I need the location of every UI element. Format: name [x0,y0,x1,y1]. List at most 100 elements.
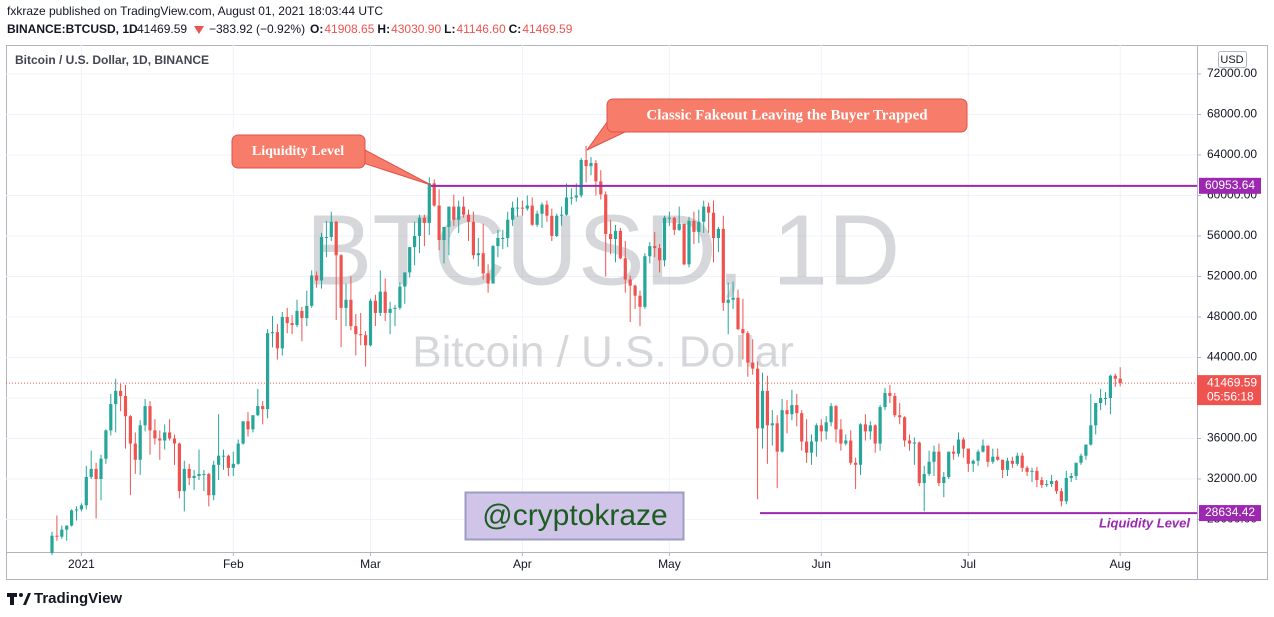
candle-body [89,468,93,477]
candle-body [986,445,990,462]
x-tick-label: May [658,557,681,571]
ohlc-value: 43030.90 [391,22,441,36]
candle-body [540,204,544,214]
footer-brand: TradingView [34,590,122,607]
candle-body [1020,455,1024,468]
candle-body [192,475,196,478]
candle-body [839,429,843,444]
callout-box [606,98,968,133]
candle-body [927,461,931,474]
last-value: 41469.59 [137,22,187,36]
candle-body [599,181,603,195]
candle-body [329,221,333,237]
candle-body [1045,484,1049,486]
candle-body [667,217,671,219]
candle-body [1074,462,1078,476]
candle-body [212,464,216,496]
candle-body [814,425,818,442]
currency: USD [1220,54,1243,66]
candle-body [878,407,882,444]
annotation: Liquidity Level [252,144,344,159]
candle-body [971,460,975,464]
candle-body [172,438,177,444]
candle-body [109,404,113,431]
y-tick-label: 36000.00 [1207,431,1257,445]
candle-body [442,226,446,241]
candle-body [60,529,64,537]
y-tick-label: 56000.00 [1207,228,1257,242]
candle-body [849,440,853,463]
candle-body [888,392,892,396]
candle-body [775,423,779,452]
candle-body [1094,403,1098,426]
y-tick-label: 68000.00 [1207,107,1257,121]
candle-body [462,206,466,215]
candle-body [863,424,867,432]
candle-body [148,406,152,431]
candle-body [403,272,407,287]
candle-body [613,230,618,240]
logo [7,593,31,605]
candle-body [393,307,397,309]
candle-body [834,406,838,430]
candle-body [202,473,206,475]
candle-body [1030,470,1034,472]
candle-body [1089,425,1093,445]
y-tick-label: 32000.00 [1207,471,1257,485]
candle-body [344,299,348,308]
level-label: 28634.42 [1205,505,1255,519]
ohlc-value: 41908.65 [324,22,374,36]
candle-body [378,291,382,313]
x-tick-label: Mar [360,557,381,571]
candle-body [579,160,583,196]
candle-body [1069,475,1073,478]
candle-body [251,415,255,430]
candle-body [765,390,769,426]
candle-body [638,295,642,307]
y-tick-label: 64000.00 [1207,147,1257,161]
candle-body [560,214,564,216]
candle-body [207,473,211,496]
candle-body [158,438,162,441]
chart-title: Bitcoin / U.S. Dollar, 1D, BINANCE [15,53,209,67]
y-tick-label: 52000.00 [1207,269,1257,283]
candle-body [731,297,735,300]
candle-body [114,390,118,405]
candle-body [168,432,172,439]
candle-body [956,439,961,454]
candle-body [907,440,912,444]
watermark-symbol: BTCUSD, 1D [306,194,901,306]
candle-body [452,206,456,220]
candle-body [187,468,191,478]
candle-body [217,455,221,465]
candle-body [457,206,461,220]
candle-body [844,440,848,444]
candle-body [383,291,387,313]
ohlc-key: L: [444,22,455,36]
candle-body [780,410,784,452]
candle-body [653,246,657,249]
candle-body [682,223,686,265]
candle-body [721,228,725,303]
candle-body [707,206,711,213]
candle-body [506,219,510,238]
candle-body [236,443,240,464]
candle-body [496,237,500,247]
candle-body [319,236,324,281]
candle-body [760,390,765,429]
candle-body [74,509,79,511]
level-label: 60953.64 [1205,178,1255,192]
candle-body [339,255,343,308]
candle-body [290,323,294,326]
ohlc-value: 41146.60 [456,22,505,36]
y-tick-label: 72000.00 [1207,66,1257,80]
candle-body [501,237,505,239]
candle-body [310,275,314,306]
candle-body [981,445,985,452]
candle-body [295,310,299,326]
x-tick-label: Jun [812,557,831,571]
candle-body [961,439,965,449]
candle-body [746,333,750,363]
candle-body [770,423,774,426]
x-tick-label: 2021 [68,557,95,571]
